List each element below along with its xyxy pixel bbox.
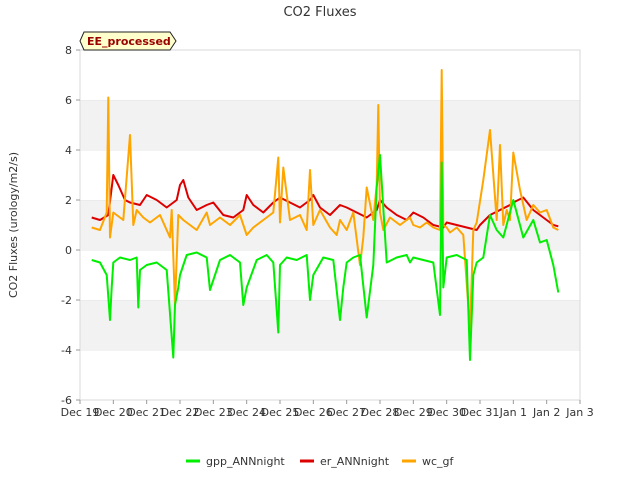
annotation-text: EE_processed [87, 35, 171, 48]
plot-frame [79, 49, 581, 401]
y-tick-label: -6 [61, 394, 72, 407]
grid-band [80, 350, 580, 400]
x-tick-label: Dec 21 [127, 406, 166, 419]
y-tick-label: -4 [61, 344, 72, 357]
legend-label-wc_gf: wc_gf [422, 455, 455, 468]
series-line-gpp_ANNnight [91, 154, 560, 361]
x-tick-label: Dec 24 [227, 406, 266, 419]
x-tick-label: Dec 19 [61, 406, 100, 419]
x-tick-label: Dec 28 [361, 406, 400, 419]
x-tick-label: Dec 22 [161, 406, 200, 419]
x-tick-label: Dec 29 [394, 406, 433, 419]
chart-title: CO2 Fluxes [283, 5, 356, 20]
y-tick-label: 4 [65, 144, 72, 157]
x-tick-label: Jan 1 [499, 406, 527, 419]
x-tick-label: Dec 30 [427, 406, 466, 419]
legend-label-er_ANNnight: er_ANNnight [320, 455, 390, 468]
x-tick-label: Dec 23 [194, 406, 233, 419]
y-axis-label: CO2 Fluxes (urology/m2/s) [7, 152, 20, 298]
series-line-wc_gf [91, 69, 559, 331]
y-axis: -6 -4 -2 0 2 4 6 8 [61, 44, 80, 407]
series-line-er_ANNnight [91, 174, 559, 231]
y-tick-label: 2 [65, 194, 72, 207]
x-tick-label: Dec 27 [327, 406, 366, 419]
annotation-box-shape [79, 31, 177, 51]
y-tick-label: 0 [65, 244, 72, 257]
x-tick-label: Dec 20 [94, 406, 133, 419]
grid-band [80, 300, 580, 350]
x-tick-label: Jan 3 [565, 406, 593, 419]
legend-label-gpp_ANNnight: gpp_ANNnight [206, 455, 285, 468]
x-tick-label: Jan 2 [532, 406, 560, 419]
grid-band [80, 50, 580, 100]
grid-band [80, 100, 580, 150]
series-layer [91, 69, 560, 361]
x-tick-label: Dec 26 [294, 406, 333, 419]
y-tick-label: 8 [65, 44, 72, 57]
x-tick-label: Dec 25 [261, 406, 300, 419]
annotation-box: EE_processed [79, 31, 177, 51]
x-tick-label: Dec 31 [461, 406, 500, 419]
legend: gpp_ANNnight er_ANNnight wc_gf [186, 455, 455, 468]
y-tick-label: -2 [61, 294, 72, 307]
y-tick-label: 6 [65, 94, 72, 107]
grid-bands [80, 49, 580, 400]
grid-band [80, 150, 580, 200]
grid-band [80, 250, 580, 300]
